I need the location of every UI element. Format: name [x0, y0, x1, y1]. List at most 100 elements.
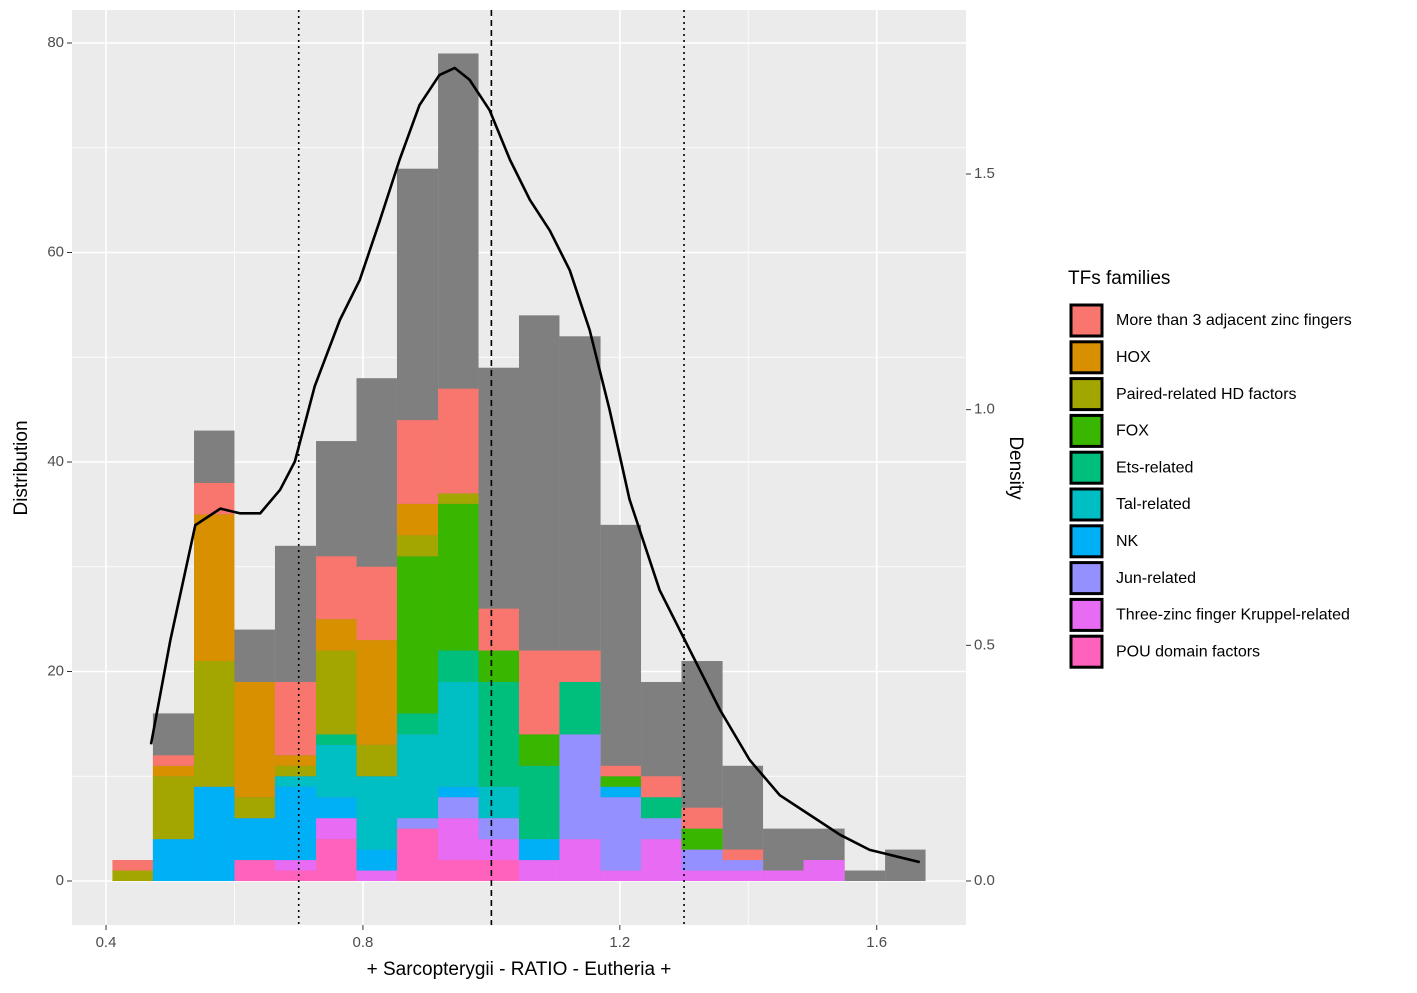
stacked-bar [316, 556, 357, 620]
stacked-bar [112, 870, 153, 882]
stacked-bar [559, 681, 601, 735]
stacked-bar [519, 839, 560, 861]
stacked-bar [519, 860, 560, 882]
stacked-bar [316, 650, 357, 735]
total-bar [844, 870, 886, 882]
stacked-bar [722, 849, 764, 861]
legend-key [1069, 340, 1104, 375]
legend-label: Ets-related [1116, 459, 1193, 476]
stacked-bar [274, 765, 317, 777]
stacked-bar [316, 619, 357, 651]
stacked-bar [396, 828, 439, 882]
stacked-bar [438, 503, 479, 651]
stacked-bar [438, 860, 479, 882]
stacked-bar [438, 786, 479, 798]
stacked-bar [478, 608, 519, 651]
stacked-bar [641, 839, 682, 882]
stacked-bar [194, 514, 235, 662]
stacked-bar [274, 681, 317, 756]
stacked-bar [681, 849, 723, 871]
stacked-bar [478, 839, 519, 861]
stacked-bar [152, 839, 195, 882]
legend-label: More than 3 adjacent zinc fingers [1116, 312, 1352, 329]
y-axis-title: Distribution [11, 420, 32, 515]
legend-key [1069, 524, 1104, 559]
stacked-bar [234, 797, 275, 819]
stacked-bar [478, 681, 519, 787]
stacked-bar [478, 650, 519, 682]
y-tick-label: 80 [47, 34, 64, 51]
legend-key [1069, 413, 1104, 448]
legend-key [1069, 597, 1104, 632]
stacked-bar [681, 828, 723, 850]
y2-tick-label: 0.5 [974, 636, 995, 653]
stacked-bar [600, 765, 642, 777]
stacked-bar [803, 860, 845, 882]
stacked-bar [274, 776, 317, 787]
stacked-bar [438, 797, 479, 819]
y-tick-label: 40 [47, 453, 64, 470]
x-tick-label: 1.6 [866, 934, 887, 951]
stacked-bar [316, 818, 357, 840]
x-axis-title: + Sarcopterygii - RATIO - Eutheria + [367, 959, 672, 980]
stacked-bar [478, 786, 519, 819]
stacked-bar [274, 870, 317, 882]
stacked-bar [722, 860, 764, 871]
stacked-bar [316, 797, 357, 819]
stacked-bar [194, 661, 235, 787]
legend-label: HOX [1116, 349, 1151, 366]
stacked-bar [478, 818, 519, 840]
stacked-bar [112, 860, 153, 871]
stacked-bar [356, 870, 397, 882]
stacked-bar [641, 776, 682, 798]
stacked-bar [234, 818, 275, 861]
x-tick-label: 1.2 [609, 934, 630, 951]
stacked-bar [681, 870, 723, 882]
x-tick-label: 0.8 [353, 934, 374, 951]
stacked-bar [438, 681, 479, 787]
y2-tick-label: 0.0 [974, 872, 995, 889]
stacked-bar [274, 786, 317, 861]
legend-key [1069, 303, 1104, 338]
stacked-bar [600, 786, 642, 798]
legend-label: NK [1116, 533, 1139, 550]
stacked-bar [438, 493, 479, 504]
stacked-bar [396, 713, 439, 735]
legend-label: Three-zinc finger Kruppel-related [1116, 607, 1350, 624]
stacked-bar [600, 870, 642, 882]
legend-label: Tal-related [1116, 496, 1191, 513]
stacked-bar [519, 734, 560, 766]
y-tick-label: 0 [56, 872, 64, 889]
stacked-bar [316, 744, 357, 798]
stacked-bar [641, 818, 682, 840]
stacked-bar [559, 839, 601, 882]
stacked-bar [234, 860, 275, 882]
stacked-bar [722, 870, 764, 882]
stacked-bar [519, 650, 560, 735]
legend-title: TFs families [1068, 268, 1170, 289]
density-line [149, 66, 921, 864]
stacked-bar [600, 776, 642, 787]
y-tick-label: 20 [47, 662, 64, 679]
y-tick-label: 60 [47, 243, 64, 260]
stacked-bar [194, 786, 235, 882]
stacked-bar [763, 870, 804, 882]
stacked-bar [234, 681, 275, 798]
x-tick-label: 0.4 [96, 934, 117, 951]
stacked-bar [356, 566, 397, 641]
legend-key [1069, 450, 1104, 485]
stacked-bar [316, 734, 357, 745]
stacked-bar [396, 818, 439, 829]
stacked-bar [356, 849, 397, 871]
legend-label: FOX [1116, 423, 1149, 440]
stacked-bar [478, 860, 519, 882]
stacked-bar [356, 640, 397, 745]
stacked-bar [438, 818, 479, 861]
stacked-bar [356, 776, 397, 850]
stacked-bar [559, 734, 601, 840]
legend-label: Jun-related [1116, 570, 1196, 587]
y2-tick-label: 1.0 [974, 401, 995, 418]
legend-key [1069, 377, 1104, 412]
stacked-bar [396, 535, 439, 557]
legend-key [1069, 487, 1104, 522]
